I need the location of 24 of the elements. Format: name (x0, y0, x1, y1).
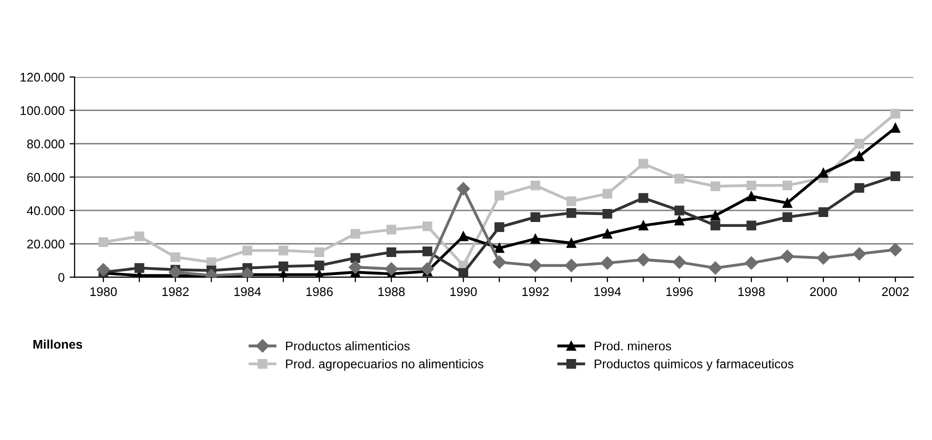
x-tick-label: 2002 (882, 287, 909, 296)
y-tick-label: 60.000 (27, 172, 64, 182)
text: Millones (33, 340, 82, 349)
x-tick-label: 1982 (162, 287, 189, 296)
y-tick-label: 120.000 (20, 72, 64, 82)
x-tick-label: 1996 (666, 287, 693, 296)
legend-label: Prod. mineros (594, 341, 672, 350)
x-tick-label: 1998 (738, 287, 765, 296)
x-tick-label: 1990 (450, 287, 477, 296)
x-tick-label: 1992 (522, 287, 549, 296)
legend-label: Productos quimicos y farmaceuticos (594, 359, 794, 371)
y-tick-label: 40.000 (26, 206, 64, 216)
y-tick-label: 0 (58, 273, 64, 282)
y-tick-label: 100.000 (20, 106, 64, 116)
y-tick-label: 80.000 (27, 140, 64, 148)
x-tick-label: 1994 (594, 287, 621, 296)
y-tick-label: 20.000 (27, 240, 64, 248)
legend-label: Productos alimenticios (286, 341, 410, 350)
x-tick-label: 1986 (306, 287, 333, 296)
legend-label: Prod. agropecuarios no alimenticios (286, 359, 484, 371)
x-tick-label: 1980 (90, 287, 117, 296)
x-tick-label: 2000 (810, 287, 837, 296)
x-tick-label: 1988 (378, 287, 405, 296)
x-tick-label: 1984 (234, 287, 261, 296)
